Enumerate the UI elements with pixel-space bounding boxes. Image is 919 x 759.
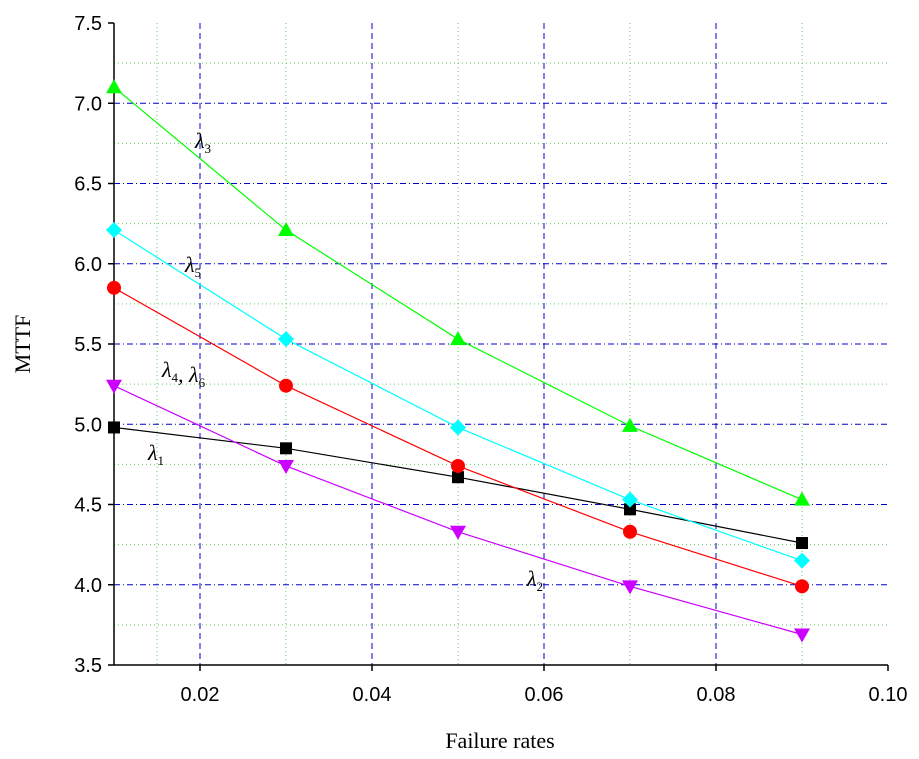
marker (622, 580, 638, 595)
marker (622, 491, 638, 508)
x-axis-title: Failure rates (445, 728, 554, 753)
marker (623, 524, 637, 539)
marker (450, 331, 466, 346)
marker (280, 442, 292, 455)
y-axis-title: MTTF (10, 315, 35, 374)
marker (794, 628, 810, 643)
marker (450, 525, 466, 540)
y-tick-label: 7.0 (74, 93, 102, 115)
annotation: λ2 (526, 566, 543, 594)
marker (795, 579, 809, 594)
annotation-subscript: 2 (537, 579, 544, 594)
x-tick-label: 0.08 (697, 684, 736, 706)
annotation: λ3 (194, 128, 211, 156)
marker (278, 459, 294, 474)
marker (622, 417, 638, 432)
marker (278, 222, 294, 237)
marker (279, 378, 293, 393)
marker (107, 280, 121, 295)
y-tick-label: 7.5 (74, 13, 102, 35)
marker (108, 421, 120, 434)
y-tick-label: 3.5 (74, 655, 102, 677)
marker (794, 491, 810, 506)
y-tick-label: 5.5 (74, 334, 102, 356)
marker (451, 458, 465, 473)
series-line (113, 426, 803, 544)
y-tick-label: 6.5 (74, 174, 102, 196)
marker (796, 537, 808, 550)
y-tick-label: 5.0 (74, 414, 102, 436)
annotation: λ5 (184, 252, 201, 280)
annotation-text: λ (184, 252, 195, 277)
marker (794, 552, 810, 569)
y-tick-label: 6.0 (74, 254, 102, 276)
annotation-subscript: 1 (158, 453, 165, 468)
marker (452, 471, 464, 484)
x-tick-label: 0.04 (353, 684, 392, 706)
annotation-text: λ (147, 440, 158, 465)
x-tick-label: 0.06 (525, 684, 564, 706)
series-line (113, 86, 803, 501)
y-tick-label: 4.0 (74, 575, 102, 597)
y-tick-label: 4.5 (74, 495, 102, 517)
annotation-text: λ (194, 128, 205, 153)
annotation-subscript: 6 (199, 375, 206, 390)
annotation-subscript: 5 (195, 265, 202, 280)
annotation-subscript: 4 (172, 370, 179, 385)
annotation-text: λ (161, 357, 172, 382)
annotation-text: , λ (178, 362, 199, 387)
marker (624, 503, 636, 516)
x-tick-label: 0.10 (869, 684, 908, 706)
marker (106, 222, 122, 239)
annotation-subscript: 3 (205, 141, 212, 156)
annotation: λ1 (147, 440, 164, 468)
annotation-text: λ (526, 566, 537, 591)
annotation: λ4, λ6 (161, 357, 206, 390)
x-tick-label: 0.02 (181, 684, 220, 706)
marker (106, 379, 122, 394)
marker (278, 331, 294, 348)
marker (106, 79, 122, 94)
marker (450, 419, 466, 436)
